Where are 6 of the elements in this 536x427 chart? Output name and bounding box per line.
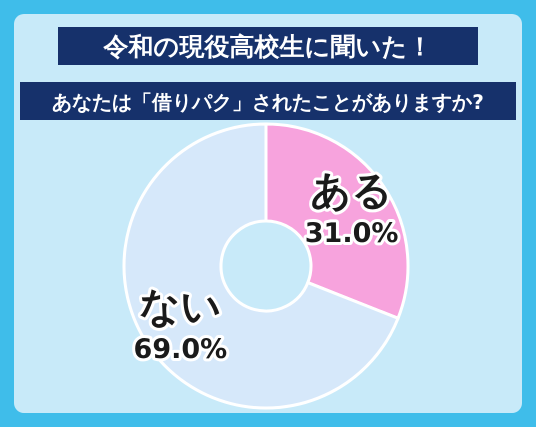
slice-label: ない: [139, 284, 222, 330]
chart-title: 令和の現役高校生に聞いた！: [102, 32, 432, 61]
slice-label: ある: [310, 168, 393, 214]
data-label: 69.0%: [134, 334, 228, 366]
chart-subtitle: あなたは「借りパク」されたことがありますか?: [52, 90, 484, 114]
data-label: 31.0%: [304, 218, 398, 249]
